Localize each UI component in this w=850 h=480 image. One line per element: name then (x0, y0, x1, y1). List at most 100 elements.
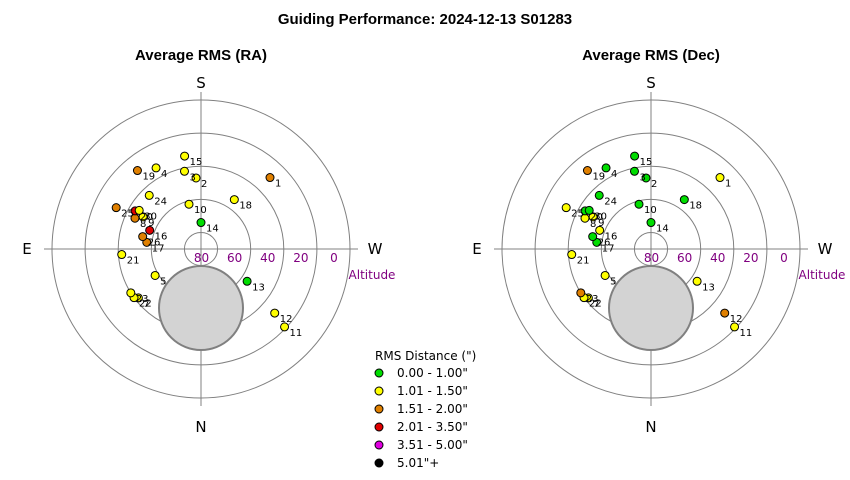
legend-item-label: 1.51 - 2.00" (397, 402, 468, 416)
data-point-label: 10 (194, 205, 207, 216)
legend-swatch (374, 386, 384, 396)
compass-west: W (818, 240, 833, 258)
data-point-label: 26 (598, 238, 611, 249)
data-point (138, 232, 148, 242)
data-point-label: 18 (689, 201, 702, 212)
legend-item-label: 5.01"+ (397, 456, 439, 470)
data-point (191, 173, 201, 183)
data-point-label: 17 (152, 243, 165, 254)
compass-south: S (646, 74, 656, 92)
data-point-label: 4 (161, 169, 167, 180)
altitude-axis-label: Altitude (349, 268, 396, 282)
data-point-label: 9 (598, 218, 604, 229)
data-point (595, 225, 605, 235)
altitude-tick-label: 80 (194, 251, 209, 265)
data-point-label: 2 (201, 179, 207, 190)
polar-chart-dec: Average RMS (Dec)SNE W80 60 40 20 0Altitude12… (472, 47, 845, 436)
data-point-label: 15 (640, 157, 653, 168)
chart-title: Average RMS (Dec) (582, 47, 720, 64)
data-point-label: 7 (593, 299, 599, 310)
data-point-label: 23 (586, 294, 599, 305)
data-point-label: 13 (702, 282, 715, 293)
data-point (567, 250, 577, 260)
data-point (145, 225, 155, 235)
data-point (242, 276, 252, 286)
polar-chart-ra: Average RMS (RA)SNE W80 60 40 20 0Altitude123… (22, 47, 395, 436)
altitude-tick-label: 40 (260, 251, 275, 265)
compass-south: S (196, 74, 206, 92)
compass-west: W (368, 240, 383, 258)
data-point-label: 3 (639, 172, 645, 183)
data-point-label: 21 (127, 256, 140, 267)
data-point (111, 203, 121, 213)
data-point (196, 218, 206, 228)
data-point (588, 212, 598, 222)
data-point-label: 16 (605, 231, 618, 242)
data-point-label: 3 (189, 172, 195, 183)
data-point-label: 8 (140, 219, 146, 230)
data-point-label: 24 (154, 196, 167, 207)
data-point-label: 30 (144, 211, 157, 222)
data-point-label: 1 (725, 179, 731, 190)
data-point-label: 4 (611, 169, 617, 180)
data-point-label: 7 (143, 299, 149, 310)
data-point (117, 250, 127, 260)
data-point-label: 1 (275, 179, 281, 190)
legend-swatch (374, 368, 384, 378)
data-point (730, 322, 740, 332)
chart-title: Average RMS (RA) (135, 47, 267, 64)
data-point-label: 16 (155, 231, 168, 242)
data-point-label: 13 (252, 282, 265, 293)
legend-item-label: 1.01 - 1.50" (397, 384, 468, 398)
legend-swatch (374, 422, 384, 432)
altitude-tick-label: 60 (677, 251, 692, 265)
altitude-tick-label: 60 (227, 251, 242, 265)
data-point (150, 270, 160, 280)
compass-north: N (645, 418, 656, 436)
altitude-tick-label: 0 (330, 251, 338, 265)
data-point (692, 276, 702, 286)
data-point-label: 26 (148, 238, 161, 249)
legend-item-label: 0.00 - 1.00" (397, 366, 468, 380)
altitude-axis-label: Altitude (799, 268, 846, 282)
data-point (646, 218, 656, 228)
legend-swatch (374, 404, 384, 414)
legend-item-label: 3.51 - 5.00" (397, 438, 468, 452)
excluded-zone (158, 265, 244, 351)
data-point-label: 20 (590, 212, 603, 223)
data-point (280, 322, 290, 332)
data-point-label: 22 (589, 299, 602, 310)
data-point (720, 308, 730, 318)
data-point (126, 288, 136, 298)
data-point-label: 11 (740, 328, 753, 339)
data-point (679, 195, 689, 205)
altitude-tick-label: 20 (293, 251, 308, 265)
data-point-label: 20 (140, 212, 153, 223)
data-point-label: 17 (602, 243, 615, 254)
data-point (134, 205, 144, 215)
data-point (630, 151, 640, 161)
legend-title: RMS Distance (") (375, 349, 476, 363)
data-point-label: 30 (594, 211, 607, 222)
data-point (641, 173, 651, 183)
data-point-label: 24 (604, 196, 617, 207)
data-point-label: 5 (160, 276, 166, 287)
data-point-label: 14 (206, 224, 219, 235)
data-point (600, 270, 610, 280)
data-point (629, 166, 639, 176)
data-point (584, 205, 594, 215)
data-point-label: 2 (651, 179, 657, 190)
legend: RMS Distance (") 0.00 - 1.00" 1.01 - 1.50"… (374, 349, 476, 470)
data-point-label: 23 (136, 294, 149, 305)
data-point-label: 19 (592, 172, 605, 183)
altitude-tick-label: 40 (710, 251, 725, 265)
data-point (561, 203, 571, 213)
data-point (588, 232, 598, 242)
data-point-label: 12 (280, 314, 293, 325)
data-point-label: 25 (121, 209, 134, 220)
data-point (601, 163, 611, 173)
compass-north: N (195, 418, 206, 436)
compass-east: E (22, 240, 31, 258)
data-point (582, 166, 592, 176)
